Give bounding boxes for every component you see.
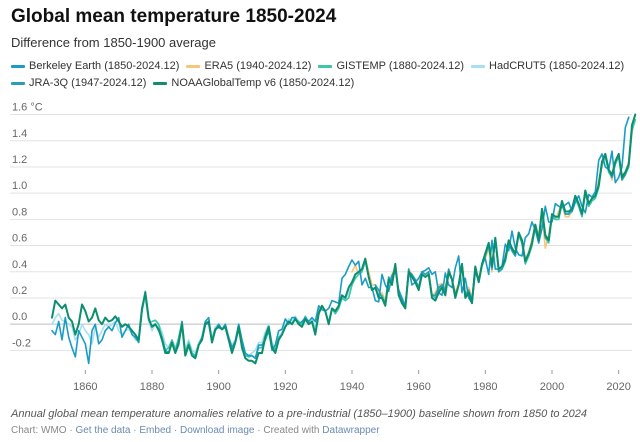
y-tick-label: -0.2 [12,337,31,349]
y-tick-label: 0.2 [12,285,27,297]
download-image-link[interactable]: Download image [179,425,255,436]
series-line-noaa [51,113,637,365]
legend-swatch [11,81,25,85]
legend-swatch [153,81,168,85]
x-tick-label: 1860 [73,381,97,393]
y-tick-label: 1.4 [12,128,27,140]
legend-swatch [11,64,25,68]
series-line-berkeley [51,116,630,365]
series-line-era5 [351,113,637,307]
footer-separator: · [171,425,180,436]
get-data-link[interactable]: Get the data [75,425,131,436]
datawrapper-link[interactable]: Datawrapper [322,425,380,436]
footer-separator: · [254,425,264,436]
x-tick-label: 1980 [473,381,497,393]
y-tick-label: 0.8 [12,206,27,218]
legend-item: ERA5 (1940-2024.12) [186,58,311,75]
chart-caption: Annual global mean temperature anomalies… [11,408,588,420]
x-tick-label: 1880 [140,381,164,393]
chart-footer: Chart: WMO · Get the data · Embed · Down… [11,425,380,436]
y-tick-label: 0.0 [12,311,27,323]
x-tick-label: 2020 [606,381,630,393]
y-tick-label: 1.6 °C [12,102,43,114]
chart-title: Global mean temperature 1850-2024 [11,6,337,27]
legend-swatch [186,64,201,68]
legend-label: JRA-3Q (1947-2024.12) [29,77,147,89]
x-tick-label: 1940 [340,381,364,393]
legend-item: JRA-3Q (1947-2024.12) [11,75,146,92]
footer-separator: · [66,425,76,436]
footer-separator: · [130,425,140,436]
legend-item: Berkeley Earth (1850-2024.12) [11,58,179,75]
x-tick-label: 1960 [406,381,430,393]
legend-swatch [471,64,486,68]
x-tick-label: 1900 [206,381,230,393]
legend-label: GISTEMP (1880-2024.12) [336,60,465,72]
series-line-gistemp [151,118,637,360]
y-tick-label: 1.0 [12,180,27,192]
legend-item: HadCRUT5 (1850-2024.12) [471,58,624,75]
temperature-line-chart: 1.6 °C 1.4 1.2 1.0 0.8 0.6 0.4 0.2 0.0 -0.2 1860 18… [10,102,637,393]
legend-label: NOAAGlobalTemp v6 (1850-2024.12) [171,77,355,89]
source-text: Chart: WMO [11,425,67,436]
chart-legend: Berkeley Earth (1850-2024.12) ERA5 (1940-… [11,58,639,92]
x-tick-label: 2000 [540,381,564,393]
legend-item: NOAAGlobalTemp v6 (1850-2024.12) [153,75,354,92]
y-tick-label: 0.4 [12,259,27,271]
embed-link[interactable]: Embed [139,425,172,436]
y-tick-label: 0.6 [12,233,27,245]
legend-item: GISTEMP (1880-2024.12) [318,58,464,75]
legend-swatch [318,64,333,68]
chart-subtitle: Difference from 1850-1900 average [11,35,216,50]
legend-label: HadCRUT5 (1850-2024.12) [489,60,625,72]
x-tick-label: 1920 [273,381,297,393]
legend-label: ERA5 (1940-2024.12) [204,60,312,72]
legend-label: Berkeley Earth (1850-2024.12) [29,60,180,72]
y-tick-label: 1.2 [12,154,27,166]
created-with-text: Created with [263,425,323,436]
